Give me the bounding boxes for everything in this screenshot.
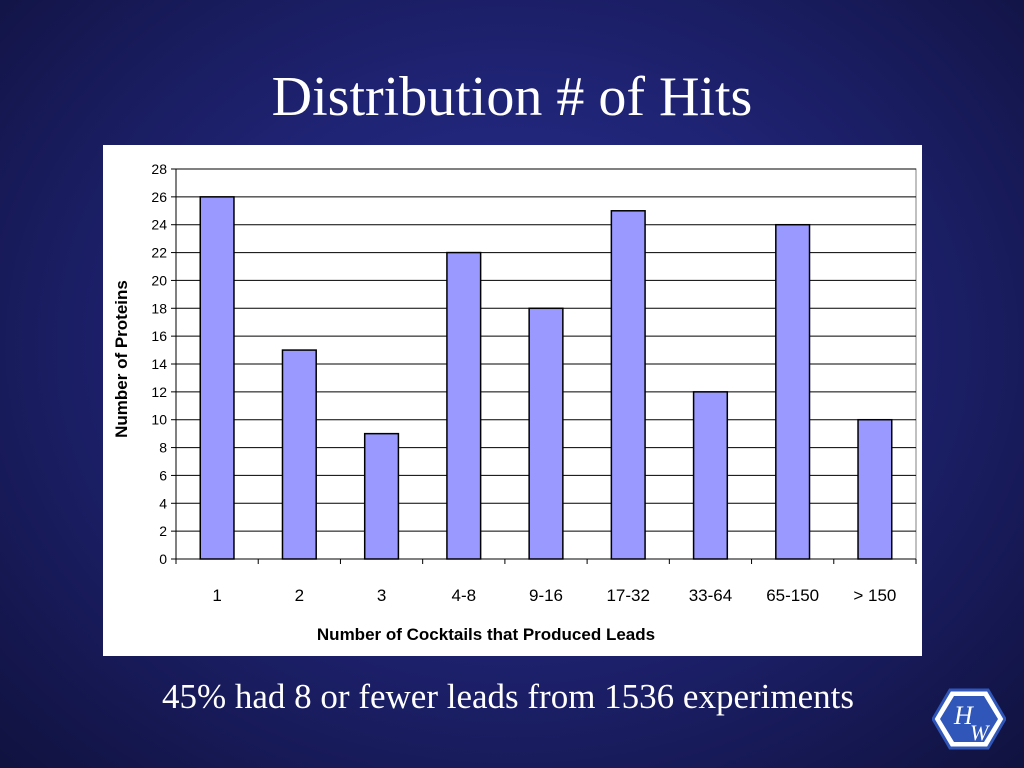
y-tick-label: 16 — [151, 328, 167, 344]
y-tick-label: 14 — [151, 356, 167, 372]
x-tick-label: 33-64 — [689, 586, 732, 605]
y-tick-label: 12 — [151, 384, 167, 400]
x-tick-label: 4-8 — [451, 586, 476, 605]
bar — [281, 349, 317, 560]
y-tick-label: 18 — [151, 300, 167, 316]
y-tick-label: 28 — [151, 161, 167, 177]
x-tick-label: 65-150 — [766, 586, 819, 605]
y-tick-label: 26 — [151, 189, 167, 205]
y-tick-label: 8 — [159, 440, 167, 456]
x-tick-label: > 150 — [853, 586, 896, 605]
y-axis-title: Number of Proteins — [112, 280, 131, 438]
y-tick-label: 4 — [159, 495, 167, 511]
x-axis-title: Number of Cocktails that Produced Leads — [317, 625, 655, 644]
y-tick-label: 6 — [159, 467, 167, 483]
y-tick-label: 0 — [159, 551, 167, 567]
chart-panel: 0 2 4 6 8 10 12 14 16 18 20 22 24 26 28 1 2 3 4-8 9-16 17-32… — [103, 145, 922, 656]
bar — [528, 307, 564, 560]
slide-title: Distribution # of Hits — [271, 66, 753, 128]
y-tick-label: 10 — [151, 412, 167, 428]
bar — [199, 196, 235, 560]
bar — [610, 210, 646, 560]
bar — [857, 418, 893, 560]
bar — [363, 432, 400, 560]
logo-letter-h: H — [953, 701, 974, 730]
y-tick-label: 24 — [151, 217, 167, 233]
x-tick-label: 3 — [377, 586, 386, 605]
bar — [446, 251, 482, 560]
slide-caption: 45% had 8 or fewer leads from 1536 exper… — [161, 677, 854, 716]
hw-hexagon-logo-icon: H W — [931, 688, 1007, 750]
x-tick-label: 2 — [295, 586, 304, 605]
x-tick-label: 17-32 — [606, 586, 649, 605]
x-tick-label: 1 — [212, 586, 221, 605]
y-tick-label: 20 — [151, 272, 167, 288]
y-tick-label: 22 — [151, 245, 167, 261]
y-tick-label: 2 — [159, 523, 167, 539]
bar — [692, 391, 729, 560]
x-tick-label: 9-16 — [529, 586, 563, 605]
bar — [775, 223, 811, 560]
logo-letter-w: W — [970, 720, 990, 745]
